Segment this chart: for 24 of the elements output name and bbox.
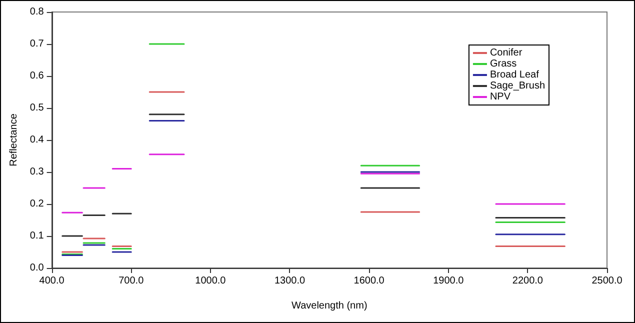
x-tick-label: 1300.0 [274,276,306,286]
x-axis-title: Wavelength (nm) [292,300,368,312]
legend-label: Broad Leaf [490,70,540,80]
x-tick-label: 1900.0 [433,276,464,286]
y-tick-label: 0.2 [30,198,44,210]
y-tick-label: 0.1 [30,230,44,242]
x-tick-label: 700.0 [118,276,144,286]
x-tick-label: 2500.0 [592,276,623,286]
y-tick-label: 0.8 [30,6,44,18]
y-tick-label: 0.5 [30,102,44,114]
y-axis-title: Reflectance [8,113,20,166]
y-tick-label: 0.7 [30,38,44,50]
y-tick-label: 0.4 [30,134,44,146]
legend-label: Grass [490,58,517,70]
x-tick-label: 1000.0 [195,276,226,286]
y-tick-label: 0.0 [30,262,44,274]
y-tick-label: 0.6 [30,70,44,82]
legend-label: Sage_Brush [490,80,546,92]
x-tick-label: 1600.0 [354,276,385,286]
y-tick-label: 0.3 [30,166,44,178]
x-tick-label: 400.0 [39,276,65,286]
x-tick-label: 2200.0 [512,276,544,286]
legend-label: NPV [490,92,511,102]
legend-label: Conifer [490,48,523,58]
